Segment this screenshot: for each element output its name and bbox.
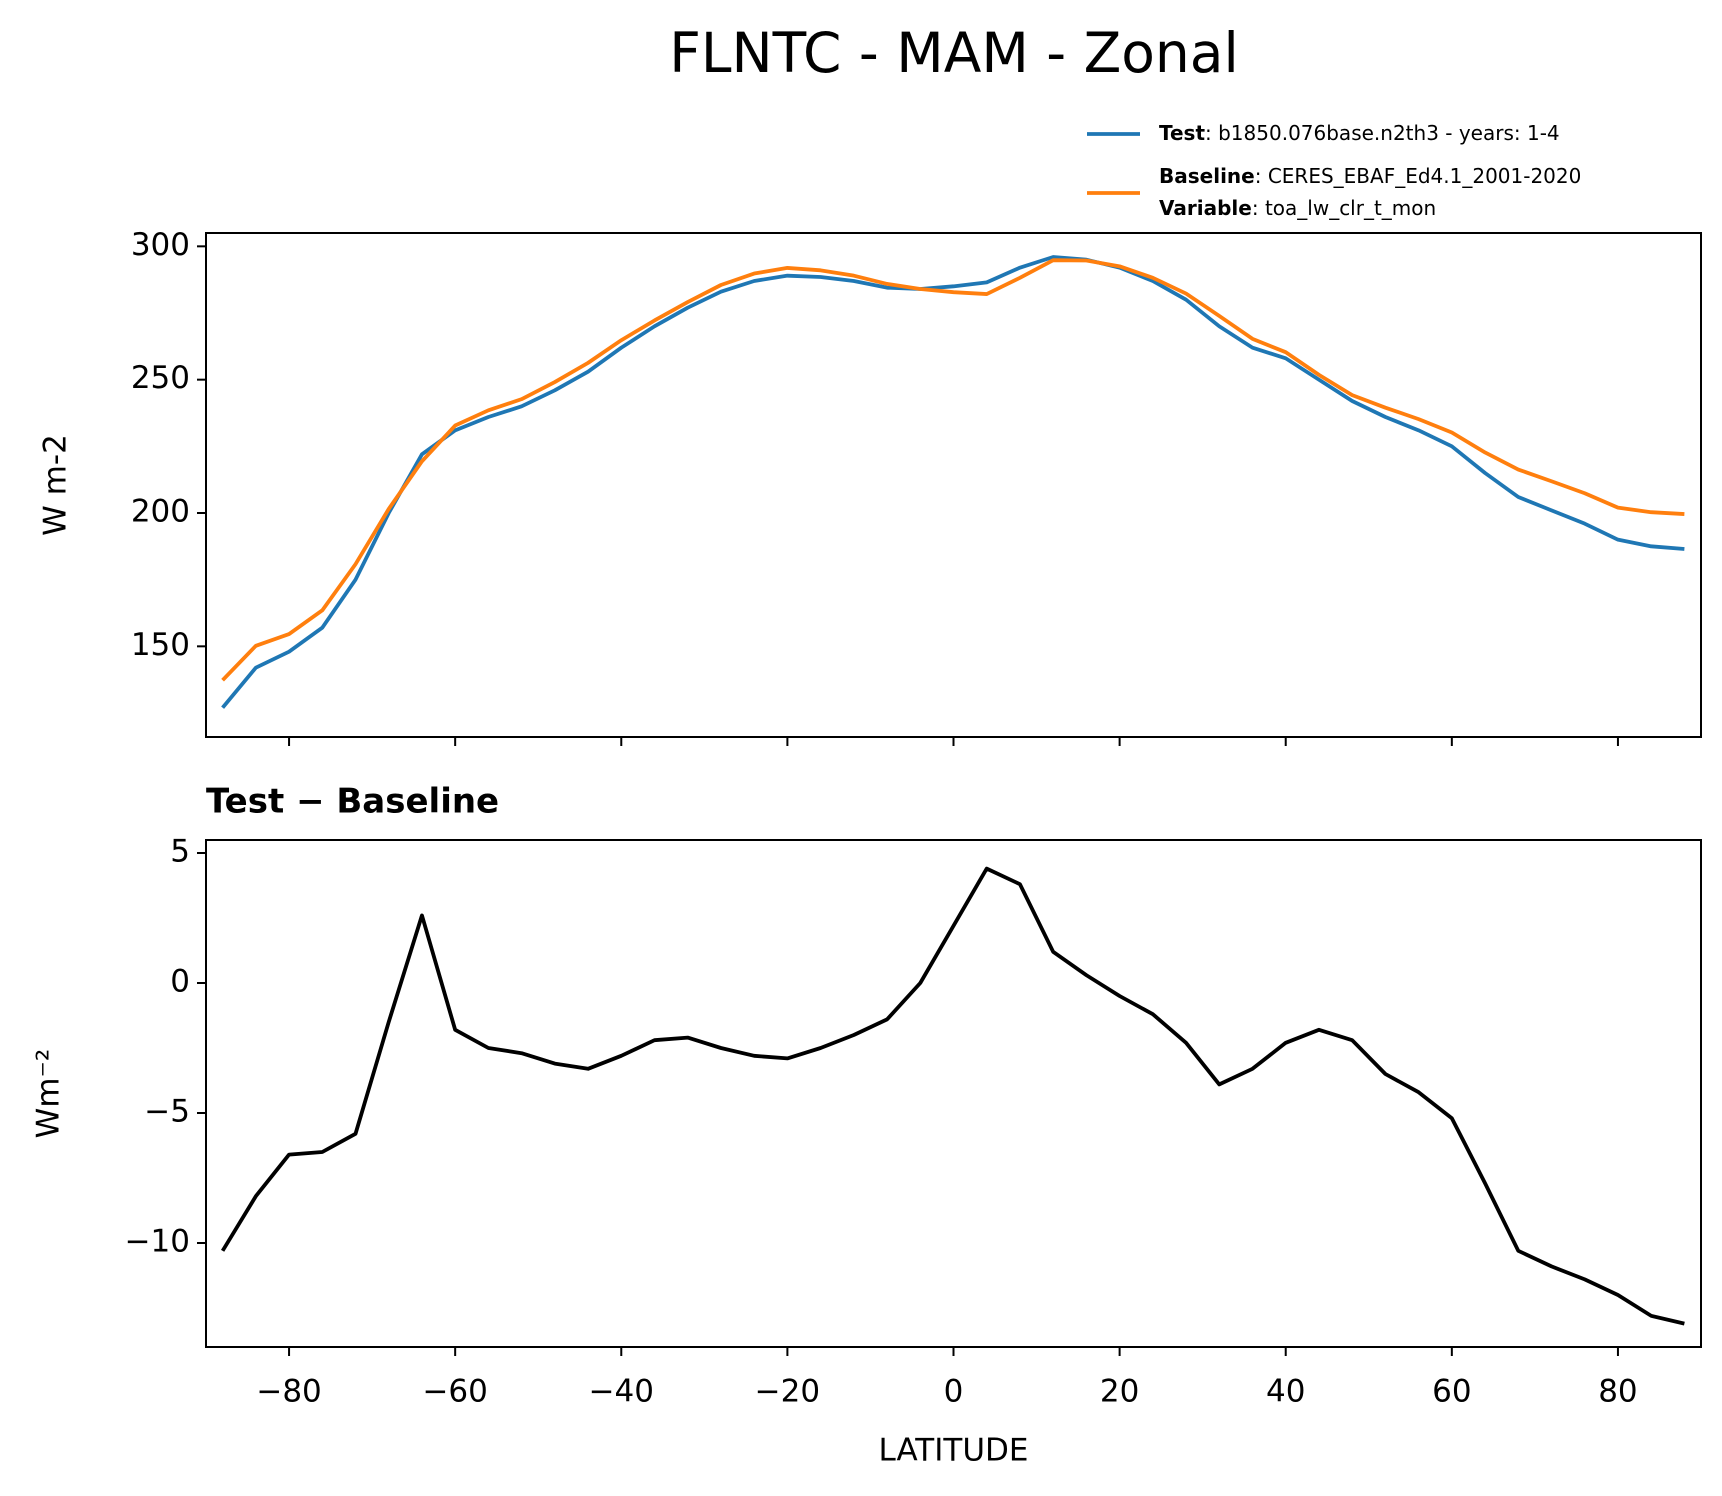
x-tick-label: −40	[589, 1374, 654, 1410]
x-tick-label: 20	[1100, 1374, 1139, 1410]
legend-label: : b1850.076base.n2th3 - years: 1-4	[1205, 121, 1560, 145]
x-tick-label: −80	[256, 1374, 321, 1410]
y-axis-label: Wm⁻²	[31, 1049, 67, 1139]
y-tick-label: 150	[131, 627, 190, 663]
x-tick-label: 80	[1598, 1374, 1637, 1410]
x-tick-label: 0	[944, 1374, 964, 1410]
subplot-title: Test − Baseline	[206, 782, 499, 822]
data-line	[220, 866, 1685, 1326]
y-tick-label: −5	[144, 1094, 190, 1130]
legend-variable: Variable: toa_lw_clr_t_mon	[1159, 196, 1436, 220]
x-tick-label: −60	[422, 1374, 487, 1410]
legend-label: : toa_lw_clr_t_mon	[1252, 196, 1436, 220]
y-tick-label: −10	[125, 1224, 190, 1260]
x-tick-label: −20	[755, 1374, 820, 1410]
legend-entry: Test: b1850.076base.n2th3 - years: 1-4	[1159, 121, 1560, 145]
axes-frame	[205, 232, 1702, 738]
y-tick-label: 5	[170, 834, 190, 870]
axes-frame	[205, 839, 1702, 1348]
legend-entry: Baseline: CERES_EBAF_Ed4.1_2001-2020	[1159, 164, 1581, 188]
y-tick-label: 200	[131, 494, 190, 530]
x-axis-label: LATITUDE	[879, 1433, 1029, 1469]
chart-title: FLNTC - MAM - Zonal	[669, 21, 1239, 85]
legend-name: Baseline	[1159, 164, 1255, 188]
legend-name: Test	[1159, 121, 1205, 145]
y-axis-label: W m-2	[38, 434, 74, 536]
y-tick-label: 300	[131, 227, 190, 263]
data-line	[221, 258, 1685, 682]
legend-label: : CERES_EBAF_Ed4.1_2001-2020	[1255, 164, 1582, 188]
y-tick-label: 0	[170, 964, 190, 1000]
x-tick-label: 40	[1266, 1374, 1305, 1410]
x-tick-label: 60	[1432, 1374, 1471, 1410]
y-tick-label: 250	[131, 360, 190, 396]
data-line	[221, 255, 1685, 709]
legend-name: Variable	[1159, 196, 1252, 220]
